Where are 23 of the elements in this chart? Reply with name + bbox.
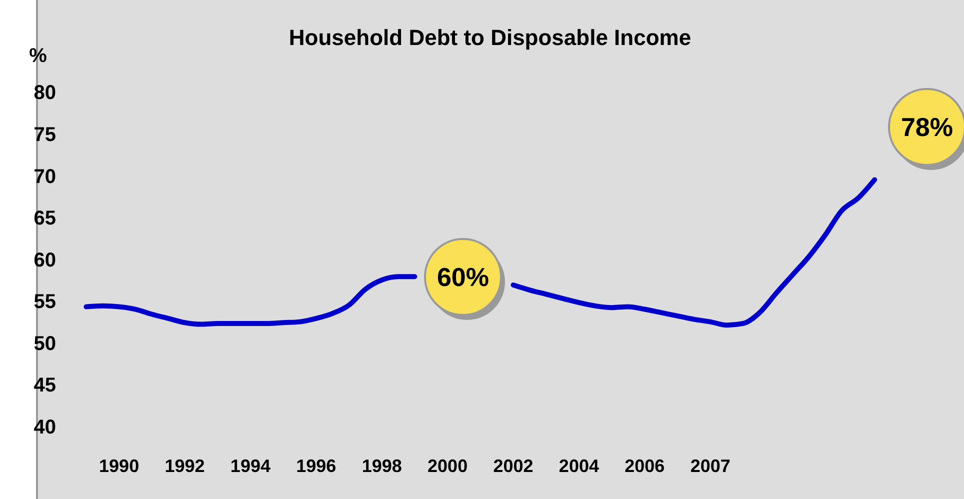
x-tick-label: 1998	[362, 456, 402, 476]
y-tick-label: 80	[34, 82, 56, 104]
y-tick-label: 40	[34, 416, 56, 439]
x-tick-label: 2007	[690, 456, 730, 476]
y-tick-label: 70	[34, 166, 56, 188]
y-tick-label: 50	[34, 332, 56, 355]
x-tick-label: 1992	[164, 456, 205, 476]
y-tick-label: 75	[34, 124, 56, 146]
text: Household Debt to Disposable Income	[288, 25, 692, 50]
y-tick-label: 45	[34, 374, 56, 397]
y-tick-label: 65	[34, 208, 56, 230]
y-tick-label: 60	[34, 249, 56, 272]
x-tick-label: 1994	[230, 456, 270, 476]
y-tick-label: 55	[34, 291, 56, 314]
annotation: 60%	[436, 262, 490, 292]
x-tick-label: 1990	[99, 456, 140, 476]
y-axis-title: %	[29, 45, 48, 67]
annotation: 78%	[900, 112, 954, 142]
x-tick-label: 2004	[558, 456, 599, 476]
x-tick-label: 1996	[296, 456, 336, 476]
x-tick-label: 2006	[624, 456, 665, 476]
x-tick-label: 2002	[493, 456, 534, 476]
x-tick-label: 2000	[428, 456, 468, 476]
